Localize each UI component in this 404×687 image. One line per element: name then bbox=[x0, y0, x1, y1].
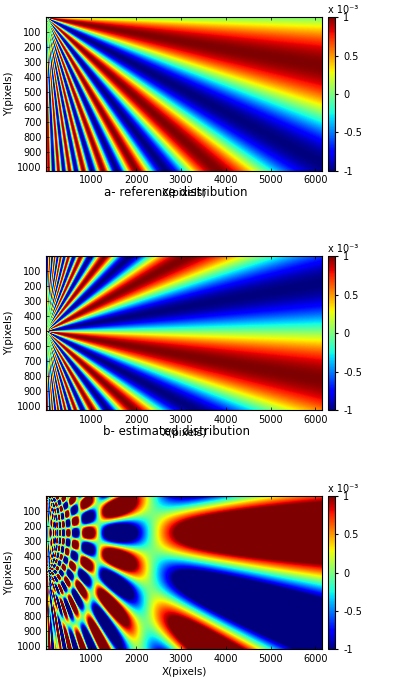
Text: x 10⁻³: x 10⁻³ bbox=[328, 484, 358, 494]
Y-axis label: Y(pixels): Y(pixels) bbox=[4, 550, 14, 595]
Text: a- reference distribution: a- reference distribution bbox=[104, 185, 248, 199]
Y-axis label: Y(pixels): Y(pixels) bbox=[4, 71, 14, 116]
Text: x 10⁻³: x 10⁻³ bbox=[328, 245, 358, 254]
X-axis label: X(pixels): X(pixels) bbox=[162, 188, 207, 199]
Text: b- estimated distribution: b- estimated distribution bbox=[103, 425, 250, 438]
Text: x 10⁻³: x 10⁻³ bbox=[328, 5, 358, 15]
X-axis label: X(pixels): X(pixels) bbox=[162, 427, 207, 438]
X-axis label: X(pixels): X(pixels) bbox=[162, 667, 207, 677]
Y-axis label: Y(pixels): Y(pixels) bbox=[4, 311, 14, 355]
